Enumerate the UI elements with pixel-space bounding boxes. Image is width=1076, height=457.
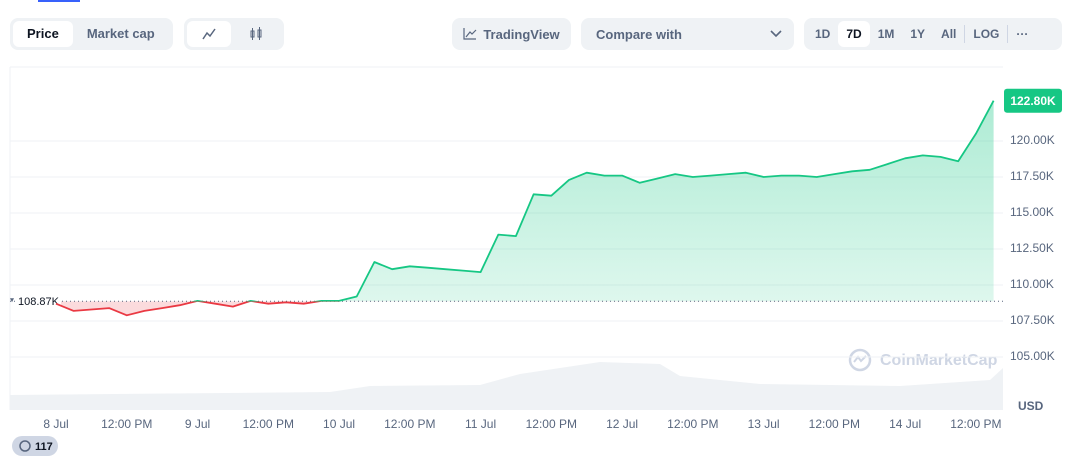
reference-label-bg [15, 293, 61, 310]
y-tick-label: 115.00K [1010, 205, 1054, 219]
watermark-logo [848, 348, 872, 372]
range-button[interactable]: All [941, 27, 957, 41]
tradingview-label: TradingView [483, 26, 560, 42]
divider [1007, 25, 1009, 43]
y-tick-label: 120.00K [1010, 133, 1055, 147]
x-tick-label: 11 Jul [465, 417, 496, 431]
y-tick-label: 105.00K [1010, 349, 1055, 363]
y-tick-label: 117.50K [1010, 169, 1054, 183]
x-tick-label: 14 Jul [889, 417, 921, 431]
x-tick-label: 12:00 PM [950, 417, 1001, 431]
x-tick-label: 12:00 PM [526, 417, 577, 431]
x-tick-label: 12:00 PM [243, 417, 294, 431]
price-line [55, 100, 995, 317]
line-chart-button[interactable] [187, 21, 232, 47]
range-button[interactable]: 1Y [910, 27, 926, 41]
badge-count: 117 [35, 441, 53, 453]
x-tick-label: 12:00 PM [667, 417, 718, 431]
x-tick-label: 12:00 PM [384, 417, 435, 431]
area-down [56, 301, 994, 316]
x-tick-label: 13 Jul [748, 417, 780, 431]
volume-shape [10, 362, 1003, 410]
badge-icon [19, 440, 31, 452]
y-unit: USD [1018, 399, 1044, 413]
divider [964, 25, 966, 43]
x-tick-label: 9 Jul [185, 417, 210, 431]
watermark: CoinMarketCap [880, 352, 998, 369]
y-tick-label: 110.00K [1010, 277, 1054, 291]
reference-arrow [10, 298, 14, 303]
metric-group: Price Market cap [10, 18, 173, 50]
tab-underline [38, 0, 80, 2]
market-cap-tab[interactable]: Market cap [86, 26, 155, 41]
range-button[interactable]: 1D [815, 27, 831, 41]
x-tick-label: 12:00 PM [809, 417, 860, 431]
x-tick-label: 8 Jul [43, 417, 68, 431]
y-tick-label: 107.50K [1010, 313, 1055, 327]
x-tick-label: 12:00 PM [101, 417, 152, 431]
current-price-bg [1004, 88, 1062, 113]
current-price-label: 122.80K [1010, 94, 1056, 108]
more-button[interactable]: ··· [1016, 27, 1029, 41]
compare-select[interactable]: Compare with [581, 18, 794, 50]
compare-label: Compare with [596, 26, 682, 42]
price-tab[interactable]: Price [13, 21, 73, 47]
chart-type-group [184, 18, 284, 50]
y-tick-label: 112.50K [1010, 241, 1054, 255]
log-button[interactable]: LOG [973, 27, 1000, 41]
reference-label: 108.87K [18, 296, 60, 308]
x-tick-label: 10 Jul [323, 417, 355, 431]
x-tick-label: 12 Jul [606, 417, 638, 431]
tradingview-button[interactable]: TradingView [452, 18, 571, 50]
range-group: 1D 7D 1M 1Y All LOG ··· [804, 18, 1062, 50]
range-button[interactable]: 7D [838, 21, 870, 47]
range-button[interactable]: 1M [877, 27, 895, 41]
area-up [195, 100, 994, 302]
candle-chart-button[interactable] [231, 27, 281, 41]
